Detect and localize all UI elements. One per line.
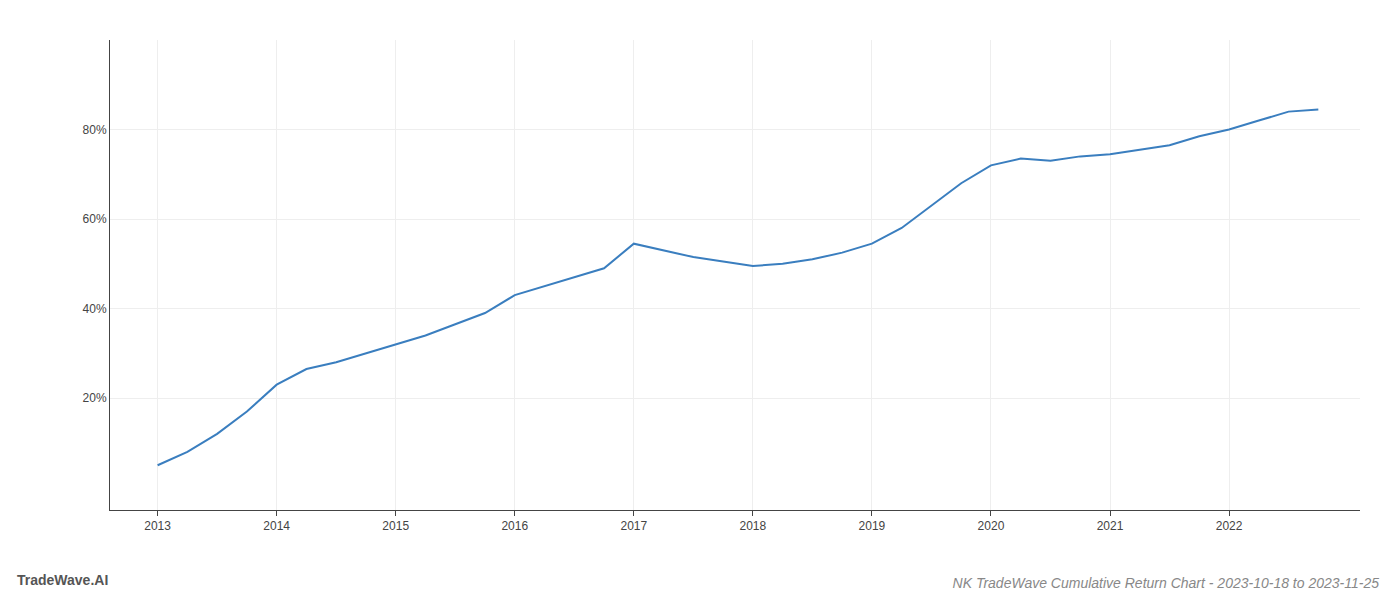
svg-text:TradeWave.AI: TradeWave.AI (17, 572, 108, 588)
svg-text:2013: 2013 (144, 519, 171, 533)
svg-text:2014: 2014 (263, 519, 290, 533)
svg-text:2021: 2021 (1097, 519, 1124, 533)
svg-text:80%: 80% (83, 123, 107, 137)
svg-text:2022: 2022 (1216, 519, 1243, 533)
svg-text:2017: 2017 (620, 519, 647, 533)
svg-text:2019: 2019 (859, 519, 886, 533)
svg-text:40%: 40% (83, 302, 107, 316)
svg-text:2015: 2015 (382, 519, 409, 533)
svg-text:2016: 2016 (501, 519, 528, 533)
svg-text:2018: 2018 (740, 519, 767, 533)
svg-text:20%: 20% (83, 391, 107, 405)
svg-text:60%: 60% (83, 212, 107, 226)
svg-text:2020: 2020 (978, 519, 1005, 533)
svg-text:NK TradeWave Cumulative Return: NK TradeWave Cumulative Return Chart - 2… (953, 575, 1380, 591)
